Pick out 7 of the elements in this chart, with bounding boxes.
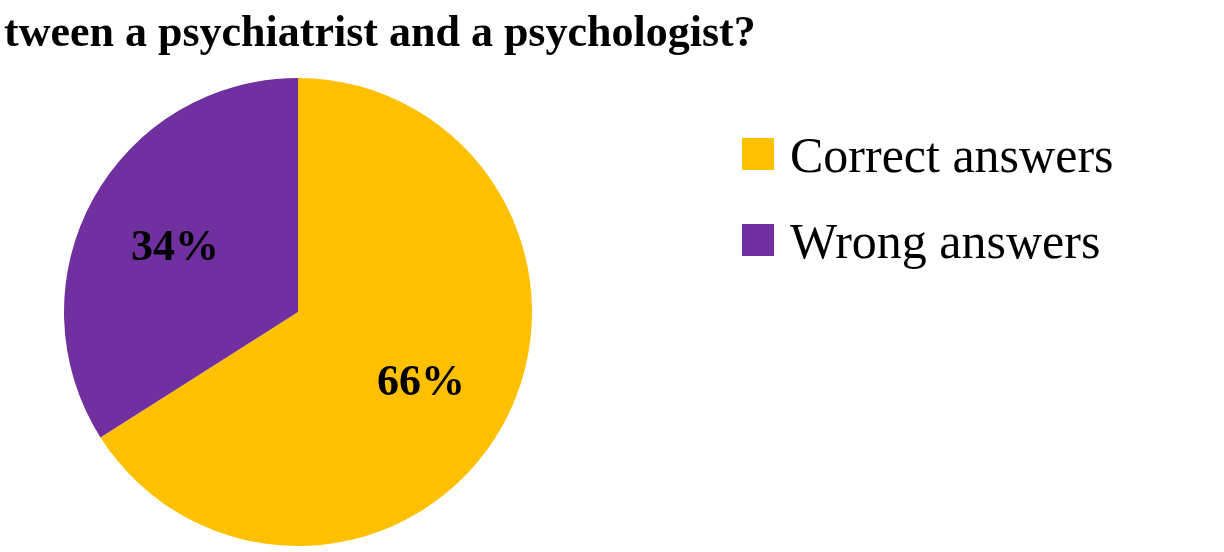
- data-label: 66%: [377, 356, 466, 406]
- legend-label: Correct answers: [790, 126, 1114, 183]
- legend-label: Wrong answers: [790, 212, 1101, 269]
- pie-slice: [100, 78, 532, 546]
- pie-slice: [64, 78, 298, 438]
- data-label: 34%: [130, 220, 219, 270]
- chart-title: tween a psychiatrist and a psychologist?: [4, 7, 756, 56]
